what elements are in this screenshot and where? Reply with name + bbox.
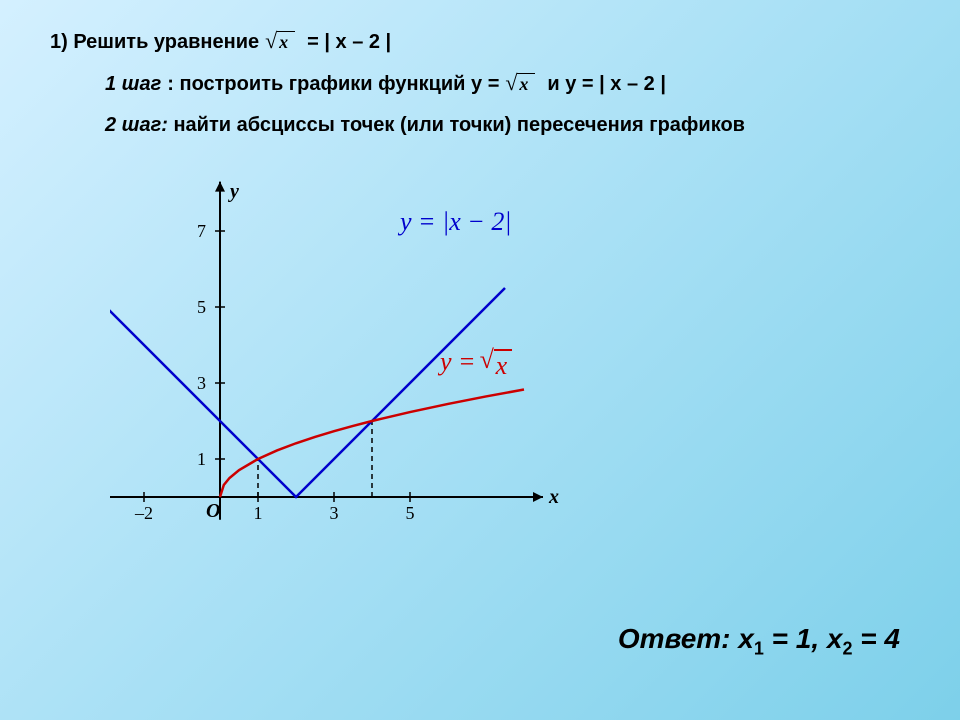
step2-prefix: 2 шаг: — [105, 114, 168, 136]
sqrt-x-icon: x — [265, 30, 301, 54]
chart-container: –2 1 3 5 1 3 5 7 x y O y = |x − 2| y = x — [110, 157, 570, 557]
svg-text:3: 3 — [197, 373, 206, 393]
step2: 2 шаг: найти абсциссы точек (или точки) … — [105, 114, 910, 137]
step1-tail: и у = | x – 2 | — [547, 73, 666, 96]
sqrt-x-icon: x — [505, 72, 541, 96]
svg-text:x: x — [548, 486, 559, 508]
answer-text: Ответ: х1 = 1, х2 = 4 — [618, 623, 900, 660]
svg-text:1: 1 — [197, 449, 206, 469]
problem-prefix: 1) Решить уравнение — [50, 31, 259, 54]
svg-text:5: 5 — [197, 297, 206, 317]
svg-text:1: 1 — [254, 503, 263, 523]
svg-text:7: 7 — [197, 221, 206, 241]
step1: 1 шаг : построить графики функций у = x … — [105, 72, 910, 96]
problem-rhs: = | x – 2 | — [307, 31, 391, 54]
svg-text:5: 5 — [406, 503, 415, 523]
svg-text:y: y — [228, 181, 239, 203]
svg-text:–2: –2 — [134, 503, 153, 523]
step1-body: : построить графики функций у = — [167, 73, 499, 96]
svg-text:O: O — [206, 500, 220, 522]
sqrt-equation-label: y = x — [440, 347, 518, 377]
svg-text:3: 3 — [330, 503, 339, 523]
step2-body: найти абсциссы точек (или точки) пересеч… — [168, 114, 745, 136]
problem-statement: 1) Решить уравнение x = | x – 2 | — [50, 30, 910, 54]
step1-prefix: 1 шаг — [105, 73, 161, 96]
abs-equation-label: y = |x − 2| — [400, 207, 511, 237]
